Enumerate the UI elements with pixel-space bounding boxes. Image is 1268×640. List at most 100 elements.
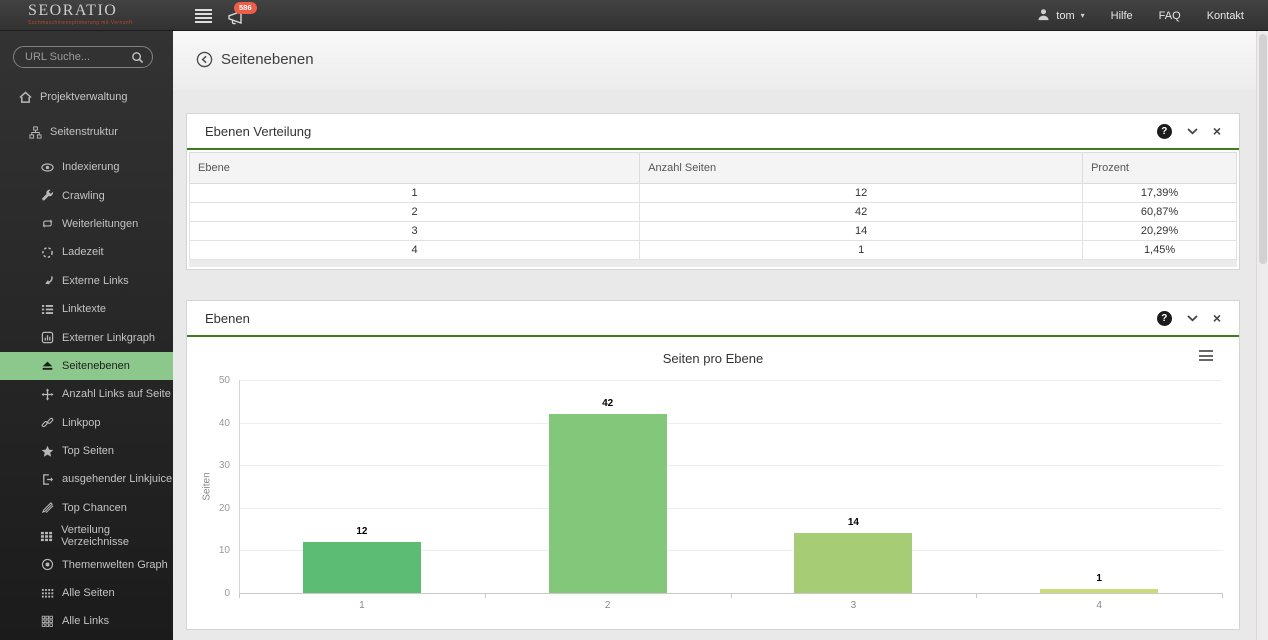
help-icon[interactable]: ?	[1156, 310, 1172, 326]
x-axis-tick-mark	[484, 593, 486, 598]
topbar-right: tom ▾ Hilfe FAQ Kontakt	[1037, 0, 1244, 31]
repeat-icon	[40, 217, 54, 230]
bar-ebene-2[interactable]	[548, 414, 667, 593]
table-cell: 12	[639, 183, 1084, 203]
sidebar-item-seitenebenen[interactable]: Seitenebenen	[0, 351, 173, 381]
sidebar-item-linkpop[interactable]: Linkpop	[0, 409, 173, 437]
gridline	[239, 465, 1222, 467]
sidebar-item-label: Externe Links	[62, 274, 129, 287]
main-content: Seitenebenen Ebenen Verteilung ? ×	[173, 31, 1256, 640]
top-link-kontakt[interactable]: Kontakt	[1206, 9, 1244, 22]
grid-squares-icon	[40, 615, 54, 628]
sidebar-item-label: ausgehender Linkjuice	[62, 473, 173, 486]
sidebar-item-ausgehender-linkjuice[interactable]: ausgehender Linkjuice	[0, 465, 173, 493]
table-cell: 20,29%	[1082, 221, 1237, 241]
x-axis-tick-mark	[976, 593, 978, 598]
megaphone-icon	[227, 10, 247, 30]
bar-chart: Seiten pro Ebene 0 10 20 30 40 50 Seiten 12 1 42 2…	[187, 337, 1239, 629]
sidebar-item-label: Seitenebenen	[62, 359, 130, 372]
close-icon[interactable]: ×	[1212, 310, 1221, 326]
x-axis-tick-label: 4	[1096, 600, 1102, 611]
window-scrollbar[interactable]	[1256, 0, 1268, 640]
x-axis-tick-mark	[239, 593, 240, 598]
sidebar-item-verteilung-verzeichnisse[interactable]: Verteilung Verzeichnisse	[0, 522, 173, 550]
sidebar-item-externe-links[interactable]: Externe Links	[0, 267, 173, 295]
sidebar-item-themenwelten-graph[interactable]: Themenwelten Graph	[0, 550, 173, 578]
table-cell: 60,87%	[1082, 202, 1237, 222]
top-link-hilfe[interactable]: Hilfe	[1110, 9, 1133, 22]
sidebar-item-label: Ladezeit	[62, 246, 104, 259]
y-axis-title: Seiten	[201, 471, 213, 501]
column-header-prozent: Prozent	[1082, 152, 1237, 184]
table-cell: 3	[188, 221, 641, 241]
logo-tagline: Suchmaschinenoptimierung mit Vernunft	[28, 20, 133, 26]
y-axis-tick-label: 30	[218, 460, 230, 472]
help-icon[interactable]: ?	[1156, 123, 1172, 139]
bar-ebene-4[interactable]	[1040, 588, 1159, 593]
sidebar-item-label: Seitenstruktur	[50, 126, 118, 138]
sidebar-item-label: Top Seiten	[62, 445, 114, 458]
move-icon	[40, 388, 54, 401]
sidebar-item-alle-seiten[interactable]: Alle Seiten	[0, 579, 173, 607]
wrench-icon	[40, 189, 54, 202]
sidebar-item-label: Anzahl Links auf Seite	[62, 388, 171, 401]
sitemap-icon	[28, 125, 42, 139]
sidebar-item-top-chancen[interactable]: Top Chancen	[0, 494, 173, 522]
sidebar-item-externer-linkgraph[interactable]: Externer Linkgraph	[0, 323, 173, 351]
sidebar-item-weiterleitungen[interactable]: Weiterleitungen	[0, 210, 173, 238]
search-input[interactable]	[14, 47, 152, 67]
top-link-faq[interactable]: FAQ	[1158, 9, 1181, 22]
table-scroll-strip	[189, 260, 1237, 267]
sidebar-item-label: Weiterleitungen	[62, 217, 139, 230]
chart-export-menu-icon[interactable]	[1199, 350, 1213, 364]
notification-badge: 586	[234, 2, 257, 14]
sidebar-menu: Projektverwaltung Seitenstruktur Indexier…	[0, 82, 173, 636]
table-row: 4 1 1,45%	[188, 240, 1237, 260]
close-icon[interactable]: ×	[1212, 123, 1221, 139]
sidebar-item-anzahl-links-auf-seite[interactable]: Anzahl Links auf Seite	[0, 380, 173, 408]
sidebar-item-label: Alle Seiten	[62, 587, 115, 600]
gridline	[239, 380, 1222, 381]
sidebar-item-seitenstruktur[interactable]: Seitenstruktur	[0, 116, 173, 148]
bar-value-label: 42	[602, 398, 614, 410]
notifications-button[interactable]: 586	[227, 2, 257, 30]
logo-title: SEORATIO	[28, 2, 118, 19]
gridline	[239, 507, 1222, 509]
table-cell: 2	[188, 202, 641, 222]
sidebar: Projektverwaltung Seitenstruktur Indexier…	[0, 31, 173, 640]
target-icon	[40, 558, 54, 571]
user-menu[interactable]: tom ▾	[1037, 8, 1085, 24]
bar-ebene-1[interactable]	[302, 541, 421, 593]
collapse-chevron-icon[interactable]	[1187, 127, 1198, 135]
sidebar-item-ladezeit[interactable]: Ladezeit	[0, 238, 173, 266]
panel-title: Ebenen Verteilung	[205, 123, 312, 139]
grid-dots-icon	[40, 587, 54, 600]
home-icon	[18, 90, 32, 104]
sidebar-item-top-seiten[interactable]: Top Seiten	[0, 437, 173, 465]
menu-toggle-icon[interactable]	[195, 9, 212, 25]
panel-ebenen: Ebenen ? × Seiten pro Ebene 0 10 20 30 40 50 S…	[186, 300, 1240, 630]
chevron-down-icon: ▾	[1080, 11, 1085, 20]
table-row: 3 14 20,29%	[188, 221, 1237, 241]
logo[interactable]: SEORATIO Suchmaschinenoptimierung mit Ve…	[28, 2, 178, 27]
sidebar-item-projektverwaltung[interactable]: Projektverwaltung	[0, 82, 173, 112]
chart-doc-icon	[40, 331, 54, 344]
back-icon[interactable]	[196, 51, 213, 68]
collapse-chevron-icon[interactable]	[1187, 314, 1198, 322]
sidebar-item-crawling[interactable]: Crawling	[0, 181, 173, 209]
sidebar-item-label: Linktexte	[62, 303, 107, 316]
top-nav: Hilfe FAQ Kontakt	[1111, 10, 1244, 22]
bar-ebene-3[interactable]	[794, 533, 913, 593]
scrollbar-thumb[interactable]	[1259, 34, 1267, 264]
table-cell: 42	[639, 202, 1084, 222]
sidebar-item-alle-links[interactable]: Alle Links	[0, 607, 173, 635]
eye-icon	[40, 161, 54, 174]
page-title: Seitenebenen	[221, 51, 314, 68]
sidebar-item-indexierung[interactable]: Indexierung	[0, 153, 173, 181]
list-icon	[40, 303, 54, 316]
search-icon[interactable]	[131, 51, 144, 69]
spinner-icon	[40, 246, 54, 259]
sidebar-item-linktexte[interactable]: Linktexte	[0, 295, 173, 323]
column-header-ebene: Ebene	[188, 152, 641, 184]
url-search	[13, 46, 153, 68]
